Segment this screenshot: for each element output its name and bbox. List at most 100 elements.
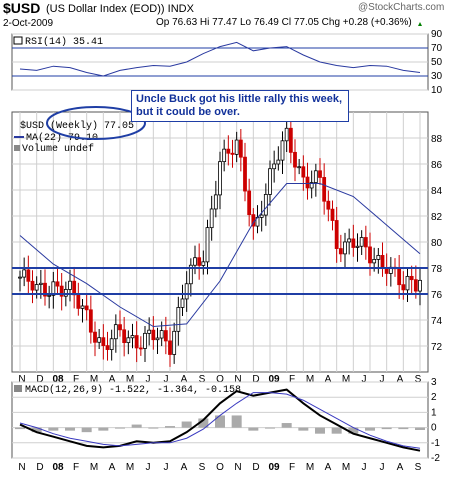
- candle-body: [18, 276, 22, 279]
- price-x-tick-label: O: [216, 374, 224, 385]
- candle-body: [109, 338, 114, 350]
- candle-body: [297, 166, 302, 169]
- candle-body: [184, 283, 189, 300]
- macd-x-tick-label: F: [73, 462, 79, 473]
- macd-x-tick-label: A: [181, 462, 188, 473]
- rsi-tick-label: 50: [431, 57, 443, 68]
- macd-tick-label: -2: [431, 453, 440, 464]
- candle-body: [247, 190, 252, 216]
- price-x-tick-label: A: [181, 374, 188, 385]
- candle-body: [272, 163, 277, 170]
- candle-body: [59, 285, 64, 297]
- macd-x-tick-label: A: [397, 462, 404, 473]
- candle-body: [159, 330, 164, 339]
- candle-body: [55, 281, 60, 287]
- candle-body: [376, 255, 381, 260]
- macd-tick-label: 0: [431, 423, 437, 434]
- macd-histogram-bar: [398, 427, 409, 430]
- macd-histogram-bar: [65, 427, 75, 431]
- rsi-tick-label: 10: [431, 85, 443, 96]
- rsi-line: [19, 41, 421, 77]
- candle-body: [118, 324, 122, 331]
- candle-body: [134, 335, 139, 349]
- candle-body: [234, 139, 239, 155]
- candle-body: [76, 294, 81, 309]
- candle-body: [68, 280, 72, 290]
- candle-body: [80, 305, 85, 309]
- candle-body: [363, 237, 368, 248]
- candle-body: [334, 220, 339, 249]
- price-x-tick-label: M: [90, 374, 98, 385]
- price-x-tick-label: A: [325, 374, 332, 385]
- candle-body: [168, 340, 172, 355]
- price-x-tick-label: S: [199, 374, 206, 385]
- price-tick-label: 84: [431, 186, 443, 197]
- macd-x-tick-label: M: [342, 462, 350, 473]
- candle-body: [355, 245, 360, 248]
- macd-histogram-bar: [281, 423, 292, 428]
- price-tick-label: 88: [431, 134, 443, 145]
- price-legend-symbol: $USD (Weekly) 77.05: [20, 120, 134, 132]
- candle-body: [226, 148, 231, 154]
- candle-body: [51, 281, 56, 296]
- candle-body: [97, 337, 102, 343]
- macd-histogram-bar: [148, 427, 159, 429]
- candle-body: [347, 238, 352, 243]
- price-x-tick-label: J: [146, 374, 151, 385]
- candle-body: [101, 337, 106, 346]
- macd-histogram-bar: [115, 427, 125, 429]
- candle-body: [209, 208, 214, 229]
- macd-histogram-bar: [81, 427, 92, 433]
- macd-legend-swatch: [14, 385, 22, 392]
- price-x-tick-label: M: [306, 374, 314, 385]
- rsi-tick-label: 70: [431, 43, 443, 54]
- macd-x-tick-label: J: [146, 462, 151, 473]
- candle-body: [193, 257, 197, 266]
- macd-x-tick-label: A: [325, 462, 332, 473]
- candle-body: [63, 289, 68, 297]
- price-x-tick-label: 09: [268, 374, 280, 385]
- macd-x-tick-label: M: [90, 462, 98, 473]
- price-tick-label: 82: [431, 212, 443, 223]
- price-x-tick-label: M: [126, 374, 134, 385]
- macd-x-tick-label: D: [252, 462, 259, 473]
- candle-body: [380, 255, 385, 268]
- rsi-tick-label: 90: [431, 29, 443, 40]
- candle-body: [93, 331, 97, 343]
- macd-tick-label: 1: [431, 407, 437, 418]
- candle-body: [418, 279, 422, 292]
- candle-body: [126, 337, 131, 344]
- candle-body: [326, 200, 331, 210]
- price-tick-label: 80: [431, 238, 443, 249]
- price-x-tick-label: N: [234, 374, 241, 385]
- candle-body: [84, 305, 89, 311]
- candle-body: [172, 330, 177, 355]
- macd-x-tick-label: J: [362, 462, 367, 473]
- candle-body: [218, 161, 222, 196]
- candle-body: [276, 159, 281, 165]
- candle-body: [22, 269, 27, 278]
- macd-histogram-bar: [31, 427, 42, 433]
- price-x-tick-label: 08: [52, 374, 64, 385]
- macd-legend: MACD(12,26,9) -1.522, -1.364, -0.158: [25, 384, 241, 396]
- annotation-callout: Uncle Buck got his little rally this wee…: [131, 90, 349, 122]
- candle-body: [268, 168, 272, 195]
- candle-body: [151, 329, 156, 341]
- price-x-tick-label: N: [18, 374, 25, 385]
- candle-body: [413, 279, 418, 292]
- candle-body: [284, 127, 289, 142]
- macd-tick-label: 2: [431, 392, 437, 403]
- macd-histogram-bar: [98, 427, 109, 431]
- candle-body: [26, 269, 31, 282]
- candle-body: [405, 275, 410, 291]
- macd-x-tick-label: D: [36, 462, 43, 473]
- price-legend-volume: Volume undef: [22, 143, 94, 155]
- candle-body: [351, 238, 356, 248]
- price-tick-label: 76: [431, 290, 443, 301]
- candle-body: [368, 246, 372, 264]
- price-x-tick-label: A: [397, 374, 404, 385]
- macd-tick-label: -1: [431, 438, 440, 449]
- macd-tick-label: 3: [431, 377, 437, 388]
- candle-body: [188, 264, 193, 285]
